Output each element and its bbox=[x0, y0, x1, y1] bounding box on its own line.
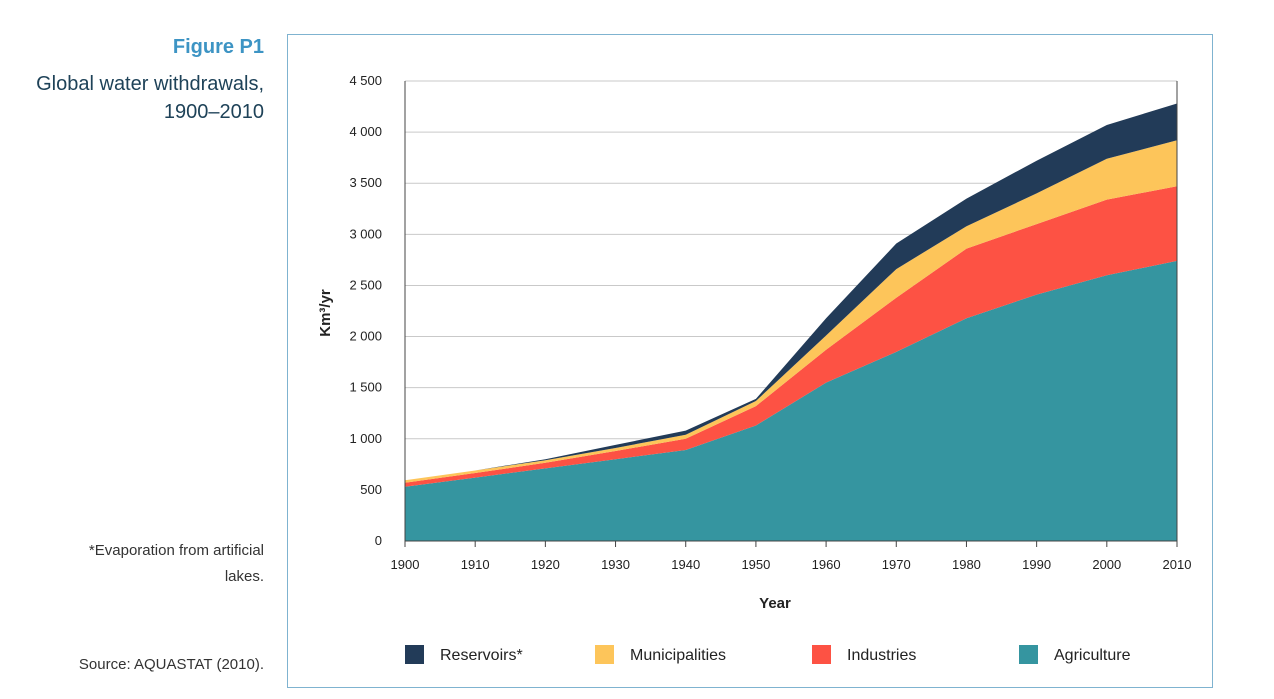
x-tick-label: 1920 bbox=[531, 557, 560, 572]
area-reservoirs bbox=[405, 103, 1177, 481]
legend-swatch-reservoirs bbox=[405, 645, 424, 664]
y-tick-label: 1 000 bbox=[349, 431, 382, 446]
y-tick-label: 2 000 bbox=[349, 329, 382, 344]
figure-title: Global water withdrawals, 1900–2010 bbox=[36, 73, 264, 123]
legend-swatch-industries bbox=[812, 645, 831, 664]
legend-label-municipalities: Municipalities bbox=[630, 647, 726, 664]
legend-label-agriculture: Agriculture bbox=[1054, 647, 1131, 664]
legend-label-reservoirs: Reservoirs* bbox=[440, 647, 523, 664]
x-tick-label: 1940 bbox=[671, 557, 700, 572]
y-axis-title: Km³/yr bbox=[317, 289, 334, 337]
legend-swatch-municipalities bbox=[595, 645, 614, 664]
y-tick-labels: 0 500 1 000 1 500 2 000 2 500 3 000 3 500 4 000 4… bbox=[349, 73, 382, 548]
area-agriculture bbox=[405, 260, 1177, 541]
y-tick-label: 4 500 bbox=[349, 73, 382, 88]
y-tick-label: 1 500 bbox=[349, 380, 382, 395]
y-tick-label: 3 000 bbox=[349, 226, 382, 241]
legend: Reservoirs* Municipalities Industries Agric… bbox=[405, 645, 1131, 664]
axes bbox=[404, 81, 1178, 547]
x-tick-label: 2000 bbox=[1092, 557, 1121, 572]
x-tick-label: 1960 bbox=[812, 557, 841, 572]
y-tick-label: 2 500 bbox=[349, 277, 382, 292]
y-tick-label: 4 000 bbox=[349, 124, 382, 139]
stacked-area-chart: 0 500 1 000 1 500 2 000 2 500 3 000 3 500 4 000 4… bbox=[317, 73, 1192, 664]
x-tick-label: 1990 bbox=[1022, 557, 1051, 572]
area-municipalities bbox=[405, 140, 1177, 483]
area-series bbox=[405, 103, 1177, 541]
x-tick-label: 1970 bbox=[882, 557, 911, 572]
figure-footnote: *Evaporation from artificial lakes. bbox=[88, 542, 264, 585]
figure-source: Source: AQUASTAT (2010). bbox=[78, 656, 264, 673]
chart-panel bbox=[287, 34, 1213, 688]
x-tick-label: 1910 bbox=[461, 557, 490, 572]
figure-label: Figure P1 bbox=[172, 36, 264, 58]
y-tick-label: 3 500 bbox=[349, 175, 382, 190]
x-tick-labels: 1900 1910 1920 1930 1940 1950 1960 1970 1980 1990… bbox=[391, 557, 1192, 572]
x-tick-label: 1900 bbox=[391, 557, 420, 572]
x-tick-label: 2010 bbox=[1163, 557, 1192, 572]
legend-swatch-agriculture bbox=[1019, 645, 1038, 664]
y-tick-label: 0 bbox=[375, 533, 382, 548]
y-tick-label: 500 bbox=[360, 482, 382, 497]
x-tick-label: 1980 bbox=[952, 557, 981, 572]
area-industries bbox=[405, 186, 1177, 487]
x-axis-title: Year bbox=[759, 595, 791, 612]
legend-label-industries: Industries bbox=[847, 647, 916, 664]
x-tick-label: 1950 bbox=[741, 557, 770, 572]
x-tick-label: 1930 bbox=[601, 557, 630, 572]
